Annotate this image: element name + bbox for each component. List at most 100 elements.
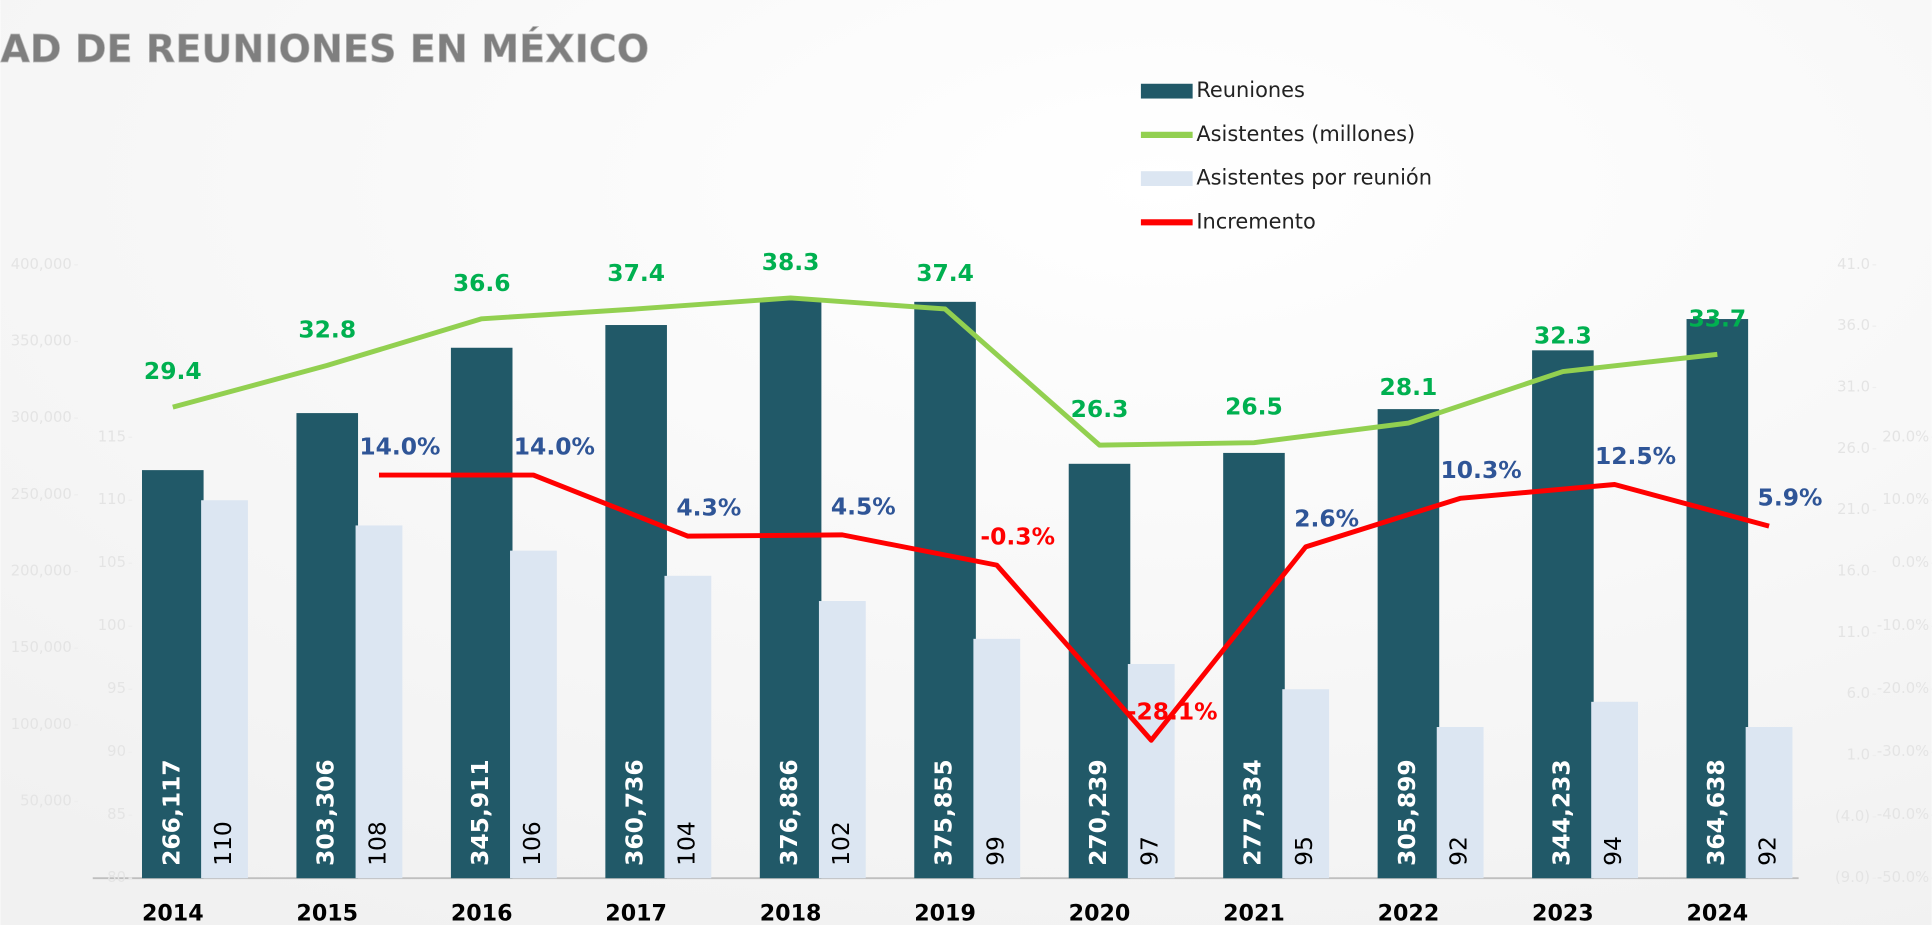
line-value-label: 32.3	[1534, 322, 1592, 350]
bar	[973, 638, 1021, 879]
bar-value-label: 277,334	[1238, 759, 1266, 866]
bar-value-label: 108	[363, 821, 391, 866]
line-value-label: 2.6%	[1294, 504, 1359, 532]
y4-tick-label: -20.0%	[1877, 680, 1929, 697]
bar	[1532, 350, 1594, 879]
y3-tick-label: 90	[107, 743, 126, 760]
y3-tick-label: 85	[107, 806, 126, 823]
y2-tick-label: 21.0	[1837, 501, 1870, 518]
y2-tick-label: 26.0	[1837, 440, 1870, 457]
x-tick-label: 2022	[1378, 900, 1440, 925]
bar	[201, 500, 248, 879]
y-tick-label: 400,000	[11, 256, 72, 273]
line-value-label: 28.1	[1380, 373, 1438, 401]
legend-label: Incremento	[1196, 209, 1315, 233]
bar-value-label: 376,886	[775, 759, 803, 866]
x-tick-label: 2024	[1686, 900, 1748, 925]
line-value-label: 26.3	[1071, 395, 1129, 423]
legend-label: Asistentes (millones)	[1196, 122, 1415, 146]
line-value-label: 4.5%	[831, 492, 896, 520]
y2-tick-label: 31.0	[1837, 378, 1870, 395]
bar-value-label: 99	[981, 836, 1009, 866]
line-value-label: 29.4	[144, 357, 202, 385]
bar	[1127, 664, 1175, 879]
y2-tick-label: 1.0	[1847, 747, 1870, 764]
bar	[1068, 463, 1131, 879]
bar	[1377, 409, 1440, 879]
legend-swatch	[1140, 83, 1193, 99]
line-value-label: 38.3	[762, 248, 820, 276]
legend-swatch	[1140, 171, 1193, 186]
y-tick-label: 150,000	[11, 639, 72, 656]
bar	[605, 325, 667, 879]
bar-value-label: 97	[1136, 836, 1164, 866]
bar-value-label: 106	[518, 821, 546, 866]
x-tick-label: 2021	[1223, 900, 1285, 925]
bar	[1591, 701, 1639, 879]
x-tick-label: 2016	[451, 900, 513, 925]
bar-value-label: 92	[1445, 836, 1473, 866]
bar-value-label: 95	[1290, 836, 1318, 866]
line-value-label: 36.6	[453, 269, 511, 297]
x-tick-label: 2014	[142, 900, 204, 925]
y2-tick-label: 6.0	[1847, 685, 1870, 702]
line-value-label: 26.5	[1225, 393, 1283, 421]
bar	[296, 413, 359, 879]
bar-value-label: 303,306	[312, 759, 340, 866]
y4-tick-label: 0.0%	[1892, 554, 1930, 571]
x-tick-label: 2020	[1069, 900, 1131, 925]
y2-tick-label: 11.0	[1837, 624, 1870, 641]
y-tick-label: 200,000	[11, 563, 72, 580]
line	[378, 472, 1770, 743]
line-value-label: 12.5%	[1595, 442, 1676, 470]
y4-tick-label: -40.0%	[1877, 806, 1929, 823]
bar-value-label: 364,638	[1702, 759, 1730, 866]
line-value-label: -28.1%	[1127, 698, 1218, 726]
line-value-label: 10.3%	[1441, 456, 1522, 484]
line-value-label: -0.3%	[980, 523, 1055, 551]
bar-value-label: 360,736	[621, 759, 649, 866]
bar-value-label: 92	[1754, 836, 1782, 866]
y3-tick-label: 115	[98, 428, 126, 445]
bar	[450, 347, 513, 879]
bar	[759, 300, 822, 879]
line	[172, 295, 1718, 448]
line-value-label: 32.8	[298, 315, 356, 343]
y3-tick-label: 110	[98, 491, 126, 508]
y2-tick-label: (9.0)	[1835, 869, 1870, 886]
bar	[1745, 727, 1793, 879]
bar-value-label: 270,239	[1084, 759, 1112, 866]
line-value-label: 14.0%	[514, 432, 595, 460]
bar-value-label: 104	[672, 821, 700, 866]
bar-value-label: 102	[827, 821, 855, 866]
line-value-label: 33.7	[1688, 304, 1746, 332]
bar-value-label: 110	[209, 821, 237, 866]
chart-title: AD DE REUNIONES EN MÉXICO	[0, 25, 649, 72]
bar-value-label: 375,855	[930, 759, 958, 866]
y3-tick-label: 100	[98, 617, 126, 634]
y3-tick-label: 105	[98, 554, 126, 571]
y2-tick-label: 16.0	[1837, 563, 1870, 580]
bar	[1686, 319, 1749, 879]
y-tick-label: 250,000	[11, 486, 72, 503]
bar	[510, 550, 557, 879]
y3-tick-label: 95	[107, 680, 126, 697]
bar	[1282, 689, 1330, 879]
bar-value-label: 345,911	[466, 759, 494, 866]
line-value-label: 5.9%	[1758, 483, 1823, 511]
y4-tick-label: 20.0%	[1882, 428, 1929, 445]
y-tick-label: 300,000	[11, 409, 72, 426]
bar	[141, 470, 204, 879]
bar	[1223, 452, 1285, 879]
bar-value-label: 266,117	[157, 759, 185, 866]
bar	[1436, 727, 1484, 879]
y2-tick-label: (4.0)	[1835, 808, 1870, 825]
bar	[664, 575, 712, 879]
line-value-label: 14.0%	[359, 432, 440, 460]
legend-label: Reuniones	[1196, 78, 1305, 102]
y-tick-label: 50,000	[20, 793, 72, 810]
line-value-label: 4.3%	[676, 494, 741, 522]
line-value-label: 37.4	[607, 259, 665, 287]
line-value-label: 37.4	[916, 259, 974, 287]
